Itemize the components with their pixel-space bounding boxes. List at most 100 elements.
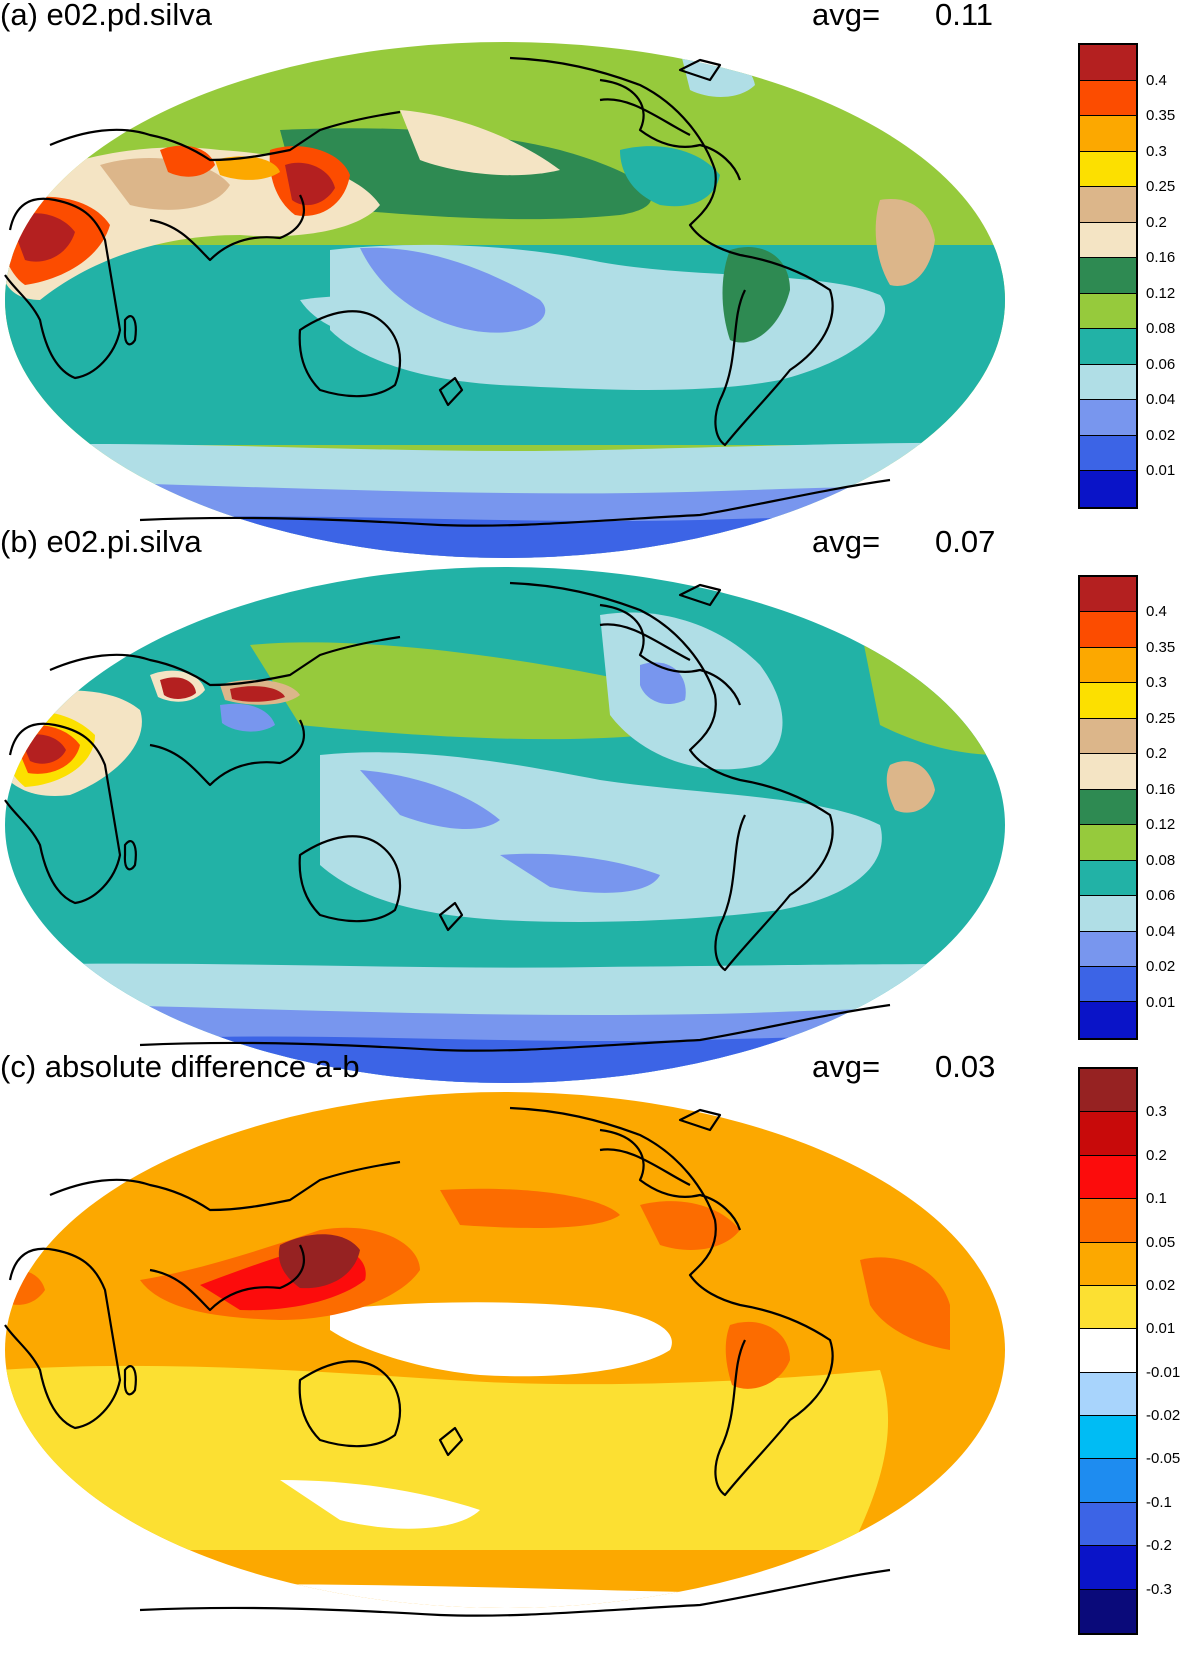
colorbar-tick-label: 0.4 — [1146, 603, 1167, 621]
colorbar-tick-label: -0.01 — [1146, 1363, 1181, 1381]
colorbar-tick-label: 0.25 — [1146, 178, 1176, 196]
colorbar-tick-label: 0.05 — [1146, 1233, 1176, 1251]
colorbar-swatch — [1080, 789, 1136, 826]
colorbar-swatch — [1080, 187, 1136, 223]
panel-title: (c) absolute difference a-b — [0, 1049, 360, 1084]
colorbar-swatch — [1080, 896, 1136, 932]
colorbar-swatch — [1080, 647, 1136, 684]
colorbar-tick-label: 0.3 — [1146, 674, 1167, 692]
colorbar-swatch — [1080, 825, 1136, 861]
colorbar-labels: -0.3 -0.2 -0.1 -0.05 -0.02 -0.01 0.01 0.02 0.05 0… — [1146, 1067, 1193, 1635]
colorbar-tick-label: 0.02 — [1146, 426, 1176, 444]
colorbar-swatch — [1080, 1502, 1136, 1547]
colorbar-tick-label: 0.01 — [1146, 1320, 1176, 1338]
colorbar-tick-label: 0.16 — [1146, 780, 1176, 798]
panel-title: (b) e02.pi.silva — [0, 524, 202, 559]
colorbar-swatch — [1080, 860, 1136, 897]
colorbar-swatch — [1080, 1416, 1136, 1460]
colorbar-swatch — [1080, 1155, 1136, 1200]
colorbar-tick-label: -0.02 — [1146, 1407, 1181, 1425]
colorbar-tick-label: 0.35 — [1146, 107, 1176, 125]
colorbar-tick-label: 0.3 — [1146, 142, 1167, 160]
colorbar-tick-label: 0.01 — [1146, 993, 1176, 1011]
avg-value: 0.11 — [935, 0, 994, 32]
colorbar-swatch — [1080, 471, 1136, 507]
colorbar-tick-label: 0.1 — [1146, 1190, 1167, 1208]
colorbar-swatch — [1080, 151, 1136, 188]
colorbar-tick-label: 0.04 — [1146, 922, 1176, 940]
colorbar-tick-label: 0.4 — [1146, 71, 1167, 89]
colorbar-tick-label: -0.05 — [1146, 1450, 1181, 1468]
colorbar-swatch — [1080, 754, 1136, 790]
avg-label: avg= — [812, 524, 881, 559]
colorbar-swatch — [1080, 931, 1136, 967]
colorbar-tick-label: 0.3 — [1146, 1103, 1167, 1121]
world-map — [4, 42, 1005, 558]
colorbar-swatch — [1080, 718, 1136, 755]
colorbar-swatch — [1080, 400, 1136, 436]
colorbar-tick-label: 0.04 — [1146, 391, 1176, 409]
colorbar — [1078, 43, 1138, 509]
colorbar-tick-label: -0.2 — [1146, 1537, 1172, 1555]
colorbar-tick-label: 0.08 — [1146, 851, 1176, 869]
colorbar-swatch — [1080, 116, 1136, 152]
panel-c: (c) absolute difference a-b avg= 0.03 — [0, 1050, 1193, 1677]
colorbar-swatch — [1080, 1002, 1136, 1038]
colorbar-swatch — [1080, 222, 1136, 259]
colorbar-swatch — [1080, 577, 1136, 613]
colorbar-swatch — [1080, 329, 1136, 365]
coastlines — [4, 56, 891, 527]
colorbar — [1078, 575, 1138, 1040]
panel-title: (a) e02.pd.silva — [0, 0, 212, 32]
colorbar-tick-label: -0.3 — [1146, 1580, 1172, 1598]
colorbar-swatch — [1080, 1199, 1136, 1243]
colorbar-tick-label: 0.06 — [1146, 355, 1176, 373]
coastlines — [4, 581, 891, 1052]
colorbar-swatch — [1080, 1112, 1136, 1156]
colorbar-tick-label: 0.35 — [1146, 638, 1176, 656]
colorbar-labels: 0.01 0.02 0.04 0.06 0.08 0.12 0.16 0.2 0.25 0.3 0.… — [1146, 575, 1193, 1040]
colorbar — [1078, 1067, 1138, 1635]
colorbar-tick-label: 0.01 — [1146, 462, 1176, 480]
colorbar-swatch — [1080, 683, 1136, 719]
colorbar-swatch — [1080, 45, 1136, 81]
map-field — [5, 1092, 1005, 1608]
avg-label: avg= — [812, 0, 881, 32]
colorbar-swatch — [1080, 258, 1136, 294]
colorbar-swatch — [1080, 1329, 1136, 1373]
colorbar-swatch — [1080, 1459, 1136, 1503]
colorbar-tick-label: 0.02 — [1146, 1276, 1176, 1294]
map-field — [5, 567, 1005, 1083]
colorbar-swatch — [1080, 1242, 1136, 1286]
colorbar-tick-label: 0.2 — [1146, 745, 1167, 763]
colorbar-swatch — [1080, 612, 1136, 648]
colorbar-tick-label: 0.25 — [1146, 709, 1176, 727]
colorbar-swatch — [1080, 1546, 1136, 1590]
world-map — [4, 1092, 1005, 1617]
colorbar-tick-label: 0.12 — [1146, 284, 1176, 302]
panel-b: (b) e02.pi.silva avg= 0.07 — [0, 525, 1193, 1085]
colorbar-tick-label: 0.2 — [1146, 1146, 1167, 1164]
colorbar-swatch — [1080, 1589, 1136, 1633]
coastlines — [4, 1106, 891, 1617]
colorbar-swatch — [1080, 80, 1136, 117]
world-map — [4, 567, 1005, 1083]
colorbar-swatch — [1080, 966, 1136, 1003]
map-field — [5, 42, 1005, 558]
colorbar-tick-label: 0.12 — [1146, 816, 1176, 834]
colorbar-tick-label: 0.06 — [1146, 887, 1176, 905]
colorbar-swatch — [1080, 1285, 1136, 1330]
colorbar-tick-label: 0.08 — [1146, 320, 1176, 338]
colorbar-swatch — [1080, 1069, 1136, 1113]
colorbar-swatch — [1080, 435, 1136, 472]
colorbar-swatch — [1080, 1372, 1136, 1416]
avg-value: 0.03 — [935, 1049, 996, 1084]
avg-value: 0.07 — [935, 524, 996, 559]
colorbar-tick-label: 0.16 — [1146, 249, 1176, 267]
colorbar-swatch — [1080, 293, 1136, 330]
colorbar-tick-label: 0.02 — [1146, 958, 1176, 976]
colorbar-tick-label: 0.2 — [1146, 213, 1167, 231]
colorbar-labels: 0.01 0.02 0.04 0.06 0.08 0.12 0.16 0.2 0.25 0.3 0.… — [1146, 43, 1193, 509]
avg-label: avg= — [812, 1049, 881, 1084]
colorbar-swatch — [1080, 364, 1136, 401]
